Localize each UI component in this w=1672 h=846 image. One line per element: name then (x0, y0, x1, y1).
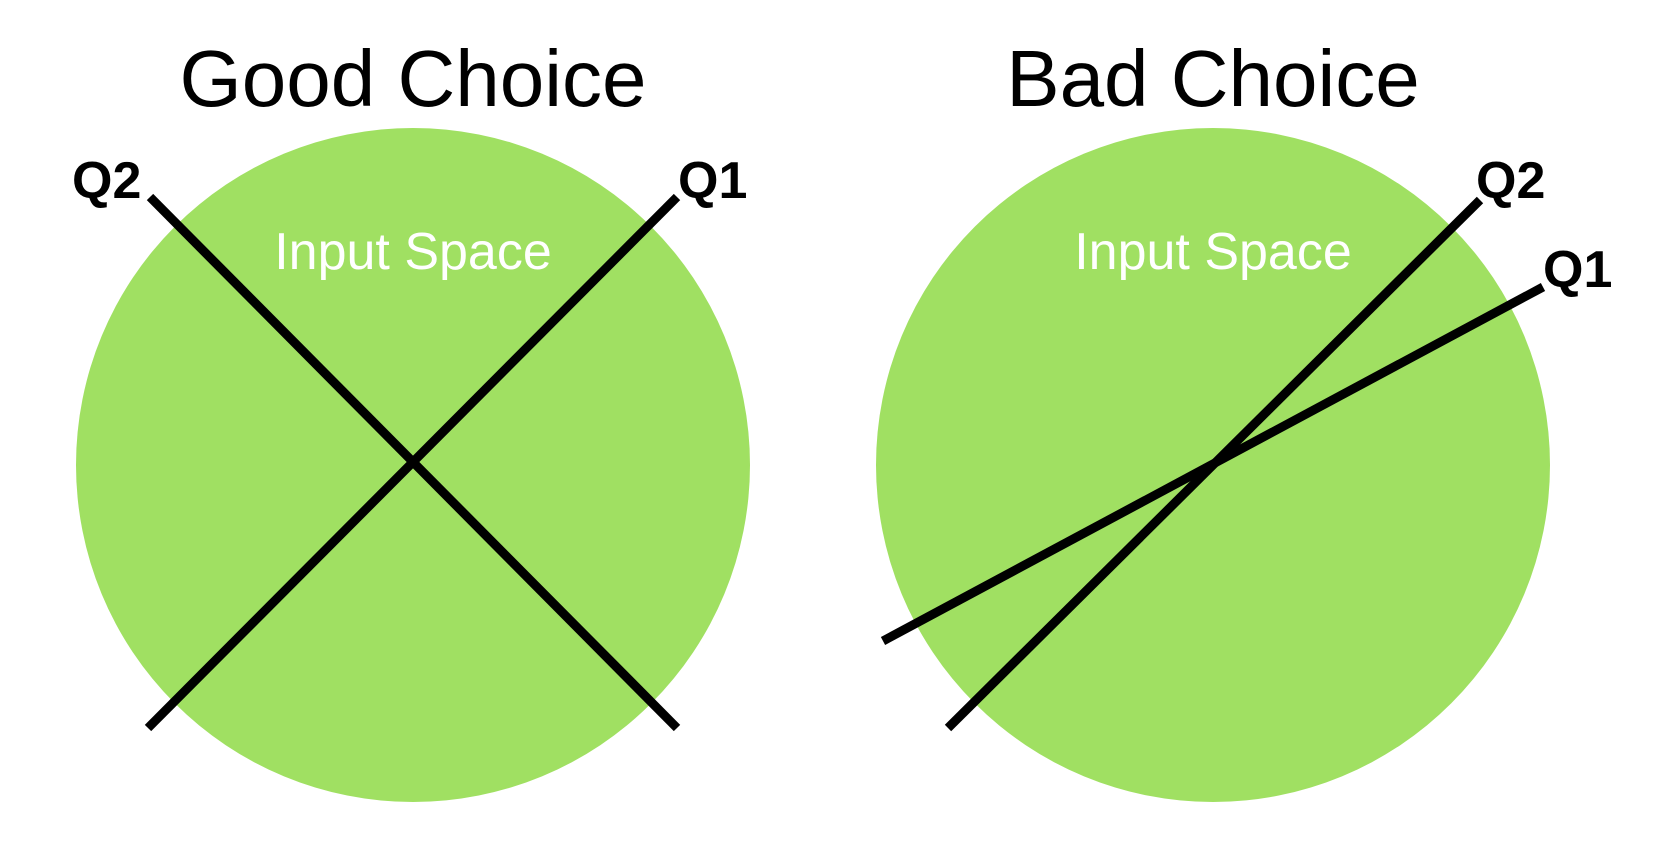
query-line-q1 (880, 283, 1546, 645)
query-label-q2: Q2 (1476, 152, 1545, 210)
input-space-label: Input Space (1074, 223, 1352, 281)
panel-title: Bad Choice (1006, 34, 1420, 123)
input-space-label: Input Space (274, 223, 552, 281)
query-line-q2 (146, 193, 681, 732)
query-label-q1: Q1 (678, 152, 747, 210)
query-label-q2: Q2 (72, 152, 141, 210)
bad-choice-panel: Bad Choice Input Space Q2 Q1 (876, 34, 1612, 802)
good-choice-panel: Good Choice Input Space Q1 Q2 (72, 34, 750, 802)
panel-title: Good Choice (180, 34, 647, 123)
query-label-q1: Q1 (1543, 241, 1612, 299)
